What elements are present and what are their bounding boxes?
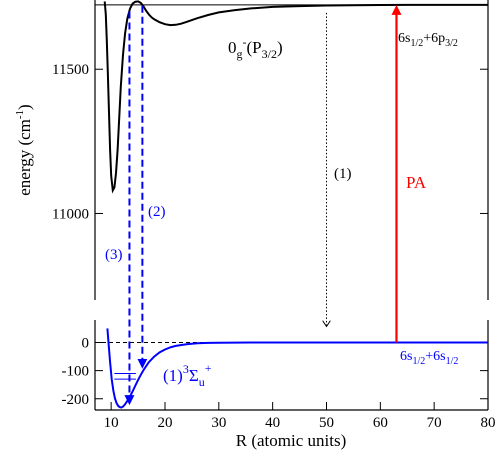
transition-3-label: (3) [105, 247, 123, 263]
upper-y-ticks: 11000 11500 [52, 62, 488, 222]
upper-asymptote-label: 6s1/2+6p3/2 [398, 31, 458, 49]
x-tick-label: 50 [319, 415, 334, 431]
x-tick-label: 40 [265, 415, 280, 431]
upper-potential-curve [103, 0, 488, 194]
x-tick-label: 20 [157, 415, 172, 431]
x-tick-label: 10 [104, 415, 119, 431]
x-tick-label: 60 [373, 415, 388, 431]
x-tick-label: 80 [481, 415, 496, 431]
upper-y-tick-label: 11500 [52, 62, 89, 78]
lower-potential-curve [106, 328, 488, 409]
lower-y-tick-label: -200 [62, 392, 90, 408]
pa-label: PA [406, 173, 427, 192]
x-tick-label: 30 [211, 415, 226, 431]
y-axis-title: energy (cm-1) [14, 104, 34, 195]
transition-2-label: (2) [148, 204, 166, 220]
transitions [124, 4, 402, 406]
lower-panel: -200 -100 0 10 20 30 40 50 60 70 80 [62, 320, 496, 431]
x-tick-label: 70 [427, 415, 442, 431]
lower-y-ticks: -200 -100 0 [62, 336, 488, 408]
lower-asymptote-label: 6s1/2+6s1/2 [400, 349, 458, 367]
lower-y-tick-label: 0 [82, 336, 90, 352]
lower-state-label: (1)3Σu+ [163, 361, 212, 389]
upper-panel: 11000 11500 [52, 0, 489, 300]
vibrational-levels [114, 372, 136, 380]
transition-1-label: (1) [334, 166, 352, 182]
x-ticks: 10 20 30 40 50 60 70 80 [104, 402, 496, 431]
lower-y-tick-label: -100 [62, 364, 90, 380]
x-axis-title: R (atomic units) [236, 431, 346, 450]
upper-state-label: 0g-(P3/2) [228, 35, 283, 61]
upper-y-tick-label: 11000 [52, 206, 89, 222]
